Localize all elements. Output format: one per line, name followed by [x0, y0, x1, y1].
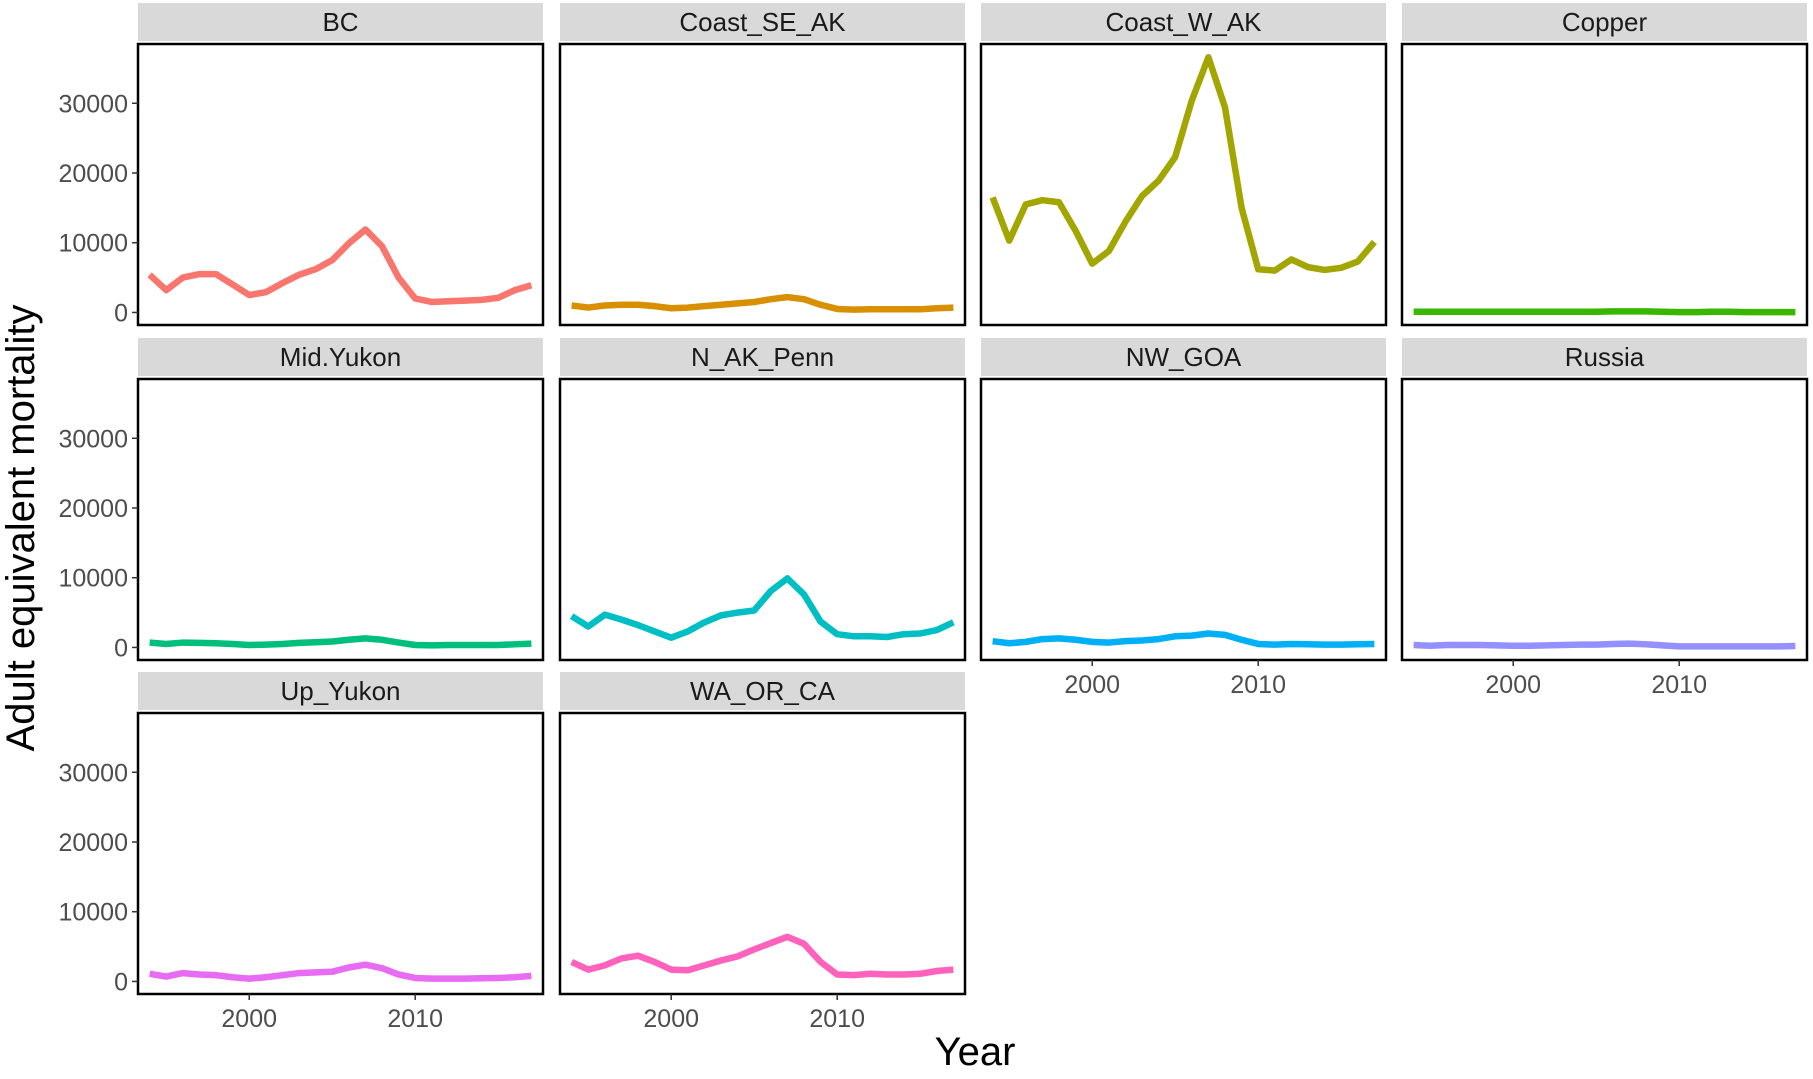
y-tick-label: 10000 [58, 565, 128, 593]
x-tick-label: 2010 [809, 1005, 865, 1033]
facet-panel-copper: Copper [1400, 3, 1809, 327]
facet-strip-label: Mid.Yukon [280, 342, 401, 372]
facet-strip-label: NW_GOA [1126, 342, 1242, 372]
y-tick-label: 30000 [58, 425, 128, 453]
facet-panel-coast-se-ak: Coast_SE_AK [558, 3, 967, 327]
panel-background [560, 713, 965, 994]
series-line [992, 630, 1375, 648]
y-tick-label: 20000 [58, 495, 128, 523]
facet-strip-label: BC [322, 7, 358, 37]
facet-panel-wa-or-ca: WA_OR_CA 2000 2010 [558, 672, 967, 1033]
facet-panel-coast-w-ak: Coast_W_AK [979, 3, 1388, 327]
panel-background [138, 379, 543, 660]
panel-background [138, 44, 543, 325]
x-tick-label: 2000 [1064, 671, 1120, 699]
panel-background [560, 44, 965, 325]
panel-background [560, 379, 965, 660]
facet-panel-n-ak-penn: N_AK_Penn [558, 338, 967, 662]
facet-strip [138, 3, 543, 41]
facet-strip [981, 338, 1386, 376]
facet-strip-label: Coast_SE_AK [679, 7, 846, 37]
facet-strip [560, 338, 965, 376]
facet-panel-bc: BC 0 10000 20000 30000 [58, 3, 545, 327]
series-line [571, 293, 954, 313]
panel-border [558, 42, 967, 327]
facet-strip-label: Up_Yukon [281, 676, 401, 706]
panel-border [136, 377, 545, 662]
x-tick-label: 2010 [1651, 671, 1707, 699]
panel-background [1402, 379, 1807, 660]
facet-strip [1402, 3, 1807, 41]
y-tick-label: 20000 [58, 829, 128, 857]
panel-border [979, 42, 1388, 327]
y-tick-label: 0 [114, 634, 128, 662]
panel-border [136, 42, 545, 327]
facet-strip-label: WA_OR_CA [690, 676, 836, 706]
facet-strip-label: Coast_W_AK [1105, 7, 1262, 37]
y-tick-label: 10000 [58, 899, 128, 927]
panel-background [138, 713, 543, 994]
panel-background [1402, 44, 1807, 325]
series-line [1413, 308, 1796, 316]
panel-border [1400, 42, 1809, 327]
series-line [147, 226, 533, 306]
facet-strip [1402, 338, 1807, 376]
facet-strip [138, 672, 543, 710]
facet-panel-russia: Russia 2000 2010 [1400, 338, 1809, 699]
panel-border [1400, 377, 1809, 662]
panel-border [558, 711, 967, 996]
y-tick-label: 10000 [58, 230, 128, 258]
panel-background [981, 44, 1386, 325]
facet-strip-label: Copper [1562, 7, 1648, 37]
series-line [570, 933, 954, 979]
panel-border [136, 711, 545, 996]
series-line [149, 961, 532, 982]
facet-strip-label: N_AK_Penn [691, 342, 834, 372]
panel-border [979, 377, 1388, 662]
y-tick-label: 20000 [58, 160, 128, 188]
facet-panel-mid-yukon: Mid.Yukon 0 10000 20000 30000 [58, 338, 545, 662]
y-tick-label: 0 [114, 299, 128, 327]
facet-strip [560, 672, 965, 710]
y-tick-label: 30000 [58, 759, 128, 787]
facet-panel-up-yukon: Up_Yukon 0 10000 20000 30000 2000 2010 [58, 672, 545, 1033]
panel-background [981, 379, 1386, 660]
x-tick-label: 2000 [221, 1005, 277, 1033]
facet-panel-nw-goa: NW_GOA 2000 2010 [979, 338, 1388, 699]
facet-strip-label: Russia [1565, 342, 1645, 372]
panel-border [558, 377, 967, 662]
facet-strip [981, 3, 1386, 41]
series-line [1413, 640, 1796, 650]
x-tick-label: 2000 [643, 1005, 699, 1033]
facet-strip [138, 338, 543, 376]
facet-strip [560, 3, 965, 41]
series-line [569, 575, 955, 641]
y-axis-title: Adult equivalent mortality [0, 305, 43, 752]
y-tick-label: 30000 [58, 90, 128, 118]
x-tick-label: 2000 [1485, 671, 1541, 699]
y-tick-label: 0 [114, 968, 128, 996]
series-line [989, 54, 1377, 274]
series-line [149, 635, 532, 649]
x-tick-label: 2010 [1230, 671, 1286, 699]
x-axis-title: Year [935, 1030, 1016, 1074]
x-tick-label: 2010 [387, 1005, 443, 1033]
